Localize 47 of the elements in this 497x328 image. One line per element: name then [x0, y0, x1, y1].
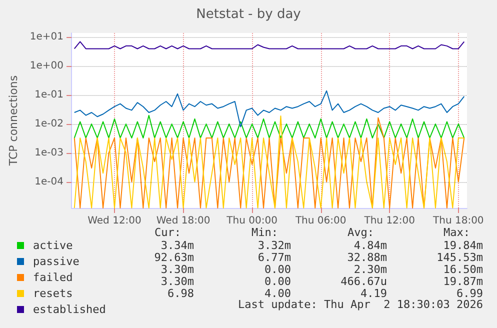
- legend-label: passive: [33, 255, 80, 268]
- chart-title: Netstat - by day: [196, 7, 302, 22]
- text: Min:: [252, 226, 278, 239]
- text: 2.30m: [354, 263, 388, 276]
- y-tick-label: 1e+01: [30, 32, 64, 43]
- text: 0.00: [264, 275, 291, 288]
- text: 466.67u: [340, 275, 387, 288]
- text: 3.34m: [160, 239, 194, 252]
- text: 6.77m: [258, 251, 292, 264]
- x-tick-label: Thu 06:00: [294, 216, 346, 226]
- line-series: [74, 90, 465, 128]
- text: Cur:: [154, 226, 181, 239]
- y-tick-label: 1e+00: [30, 60, 64, 72]
- text: Max:: [444, 226, 470, 239]
- text: 92.63m: [154, 251, 194, 264]
- x-tick-label: Thu 12:00: [363, 216, 416, 226]
- line-series: [74, 41, 465, 50]
- text: 3.32m: [258, 239, 292, 252]
- y-axis-title: TCP connections: [7, 75, 20, 167]
- text: Avg:: [348, 226, 374, 239]
- x-tick-label: Thu 00:00: [226, 216, 278, 226]
- y-tick-label: 1e-01: [34, 90, 64, 101]
- y-tick-label: 1e-04: [34, 176, 64, 188]
- text: 19.87m: [443, 275, 484, 288]
- text: 4.19: [360, 287, 387, 300]
- text: 6.99: [456, 287, 483, 300]
- text: Last update: Thu Apr 2 18:30:03 2026: [238, 298, 483, 311]
- text: 3.30m: [160, 275, 194, 288]
- line-series: [74, 114, 465, 138]
- legend-label: failed: [33, 271, 73, 284]
- x-tick-label: Wed 18:00: [156, 216, 210, 226]
- text: 6.98: [168, 287, 194, 300]
- y-tick-label: 1e-02: [34, 118, 64, 130]
- y-tick-label: 1e-03: [34, 147, 64, 158]
- legend-label: resets: [33, 287, 73, 300]
- legend-label: active: [33, 239, 73, 252]
- text: 4.84m: [354, 239, 388, 252]
- text: 16.50m: [443, 263, 484, 276]
- text: 4.00: [264, 287, 291, 300]
- x-tick-label: Thu 18:00: [432, 216, 484, 226]
- text: 3.30m: [160, 263, 194, 276]
- text: 0.00: [264, 263, 291, 276]
- text: 19.84m: [443, 239, 484, 252]
- text: 145.53m: [436, 251, 484, 264]
- legend-label: established: [33, 303, 106, 316]
- x-tick-label: Wed 12:00: [88, 216, 142, 226]
- text: 32.88m: [347, 251, 388, 264]
